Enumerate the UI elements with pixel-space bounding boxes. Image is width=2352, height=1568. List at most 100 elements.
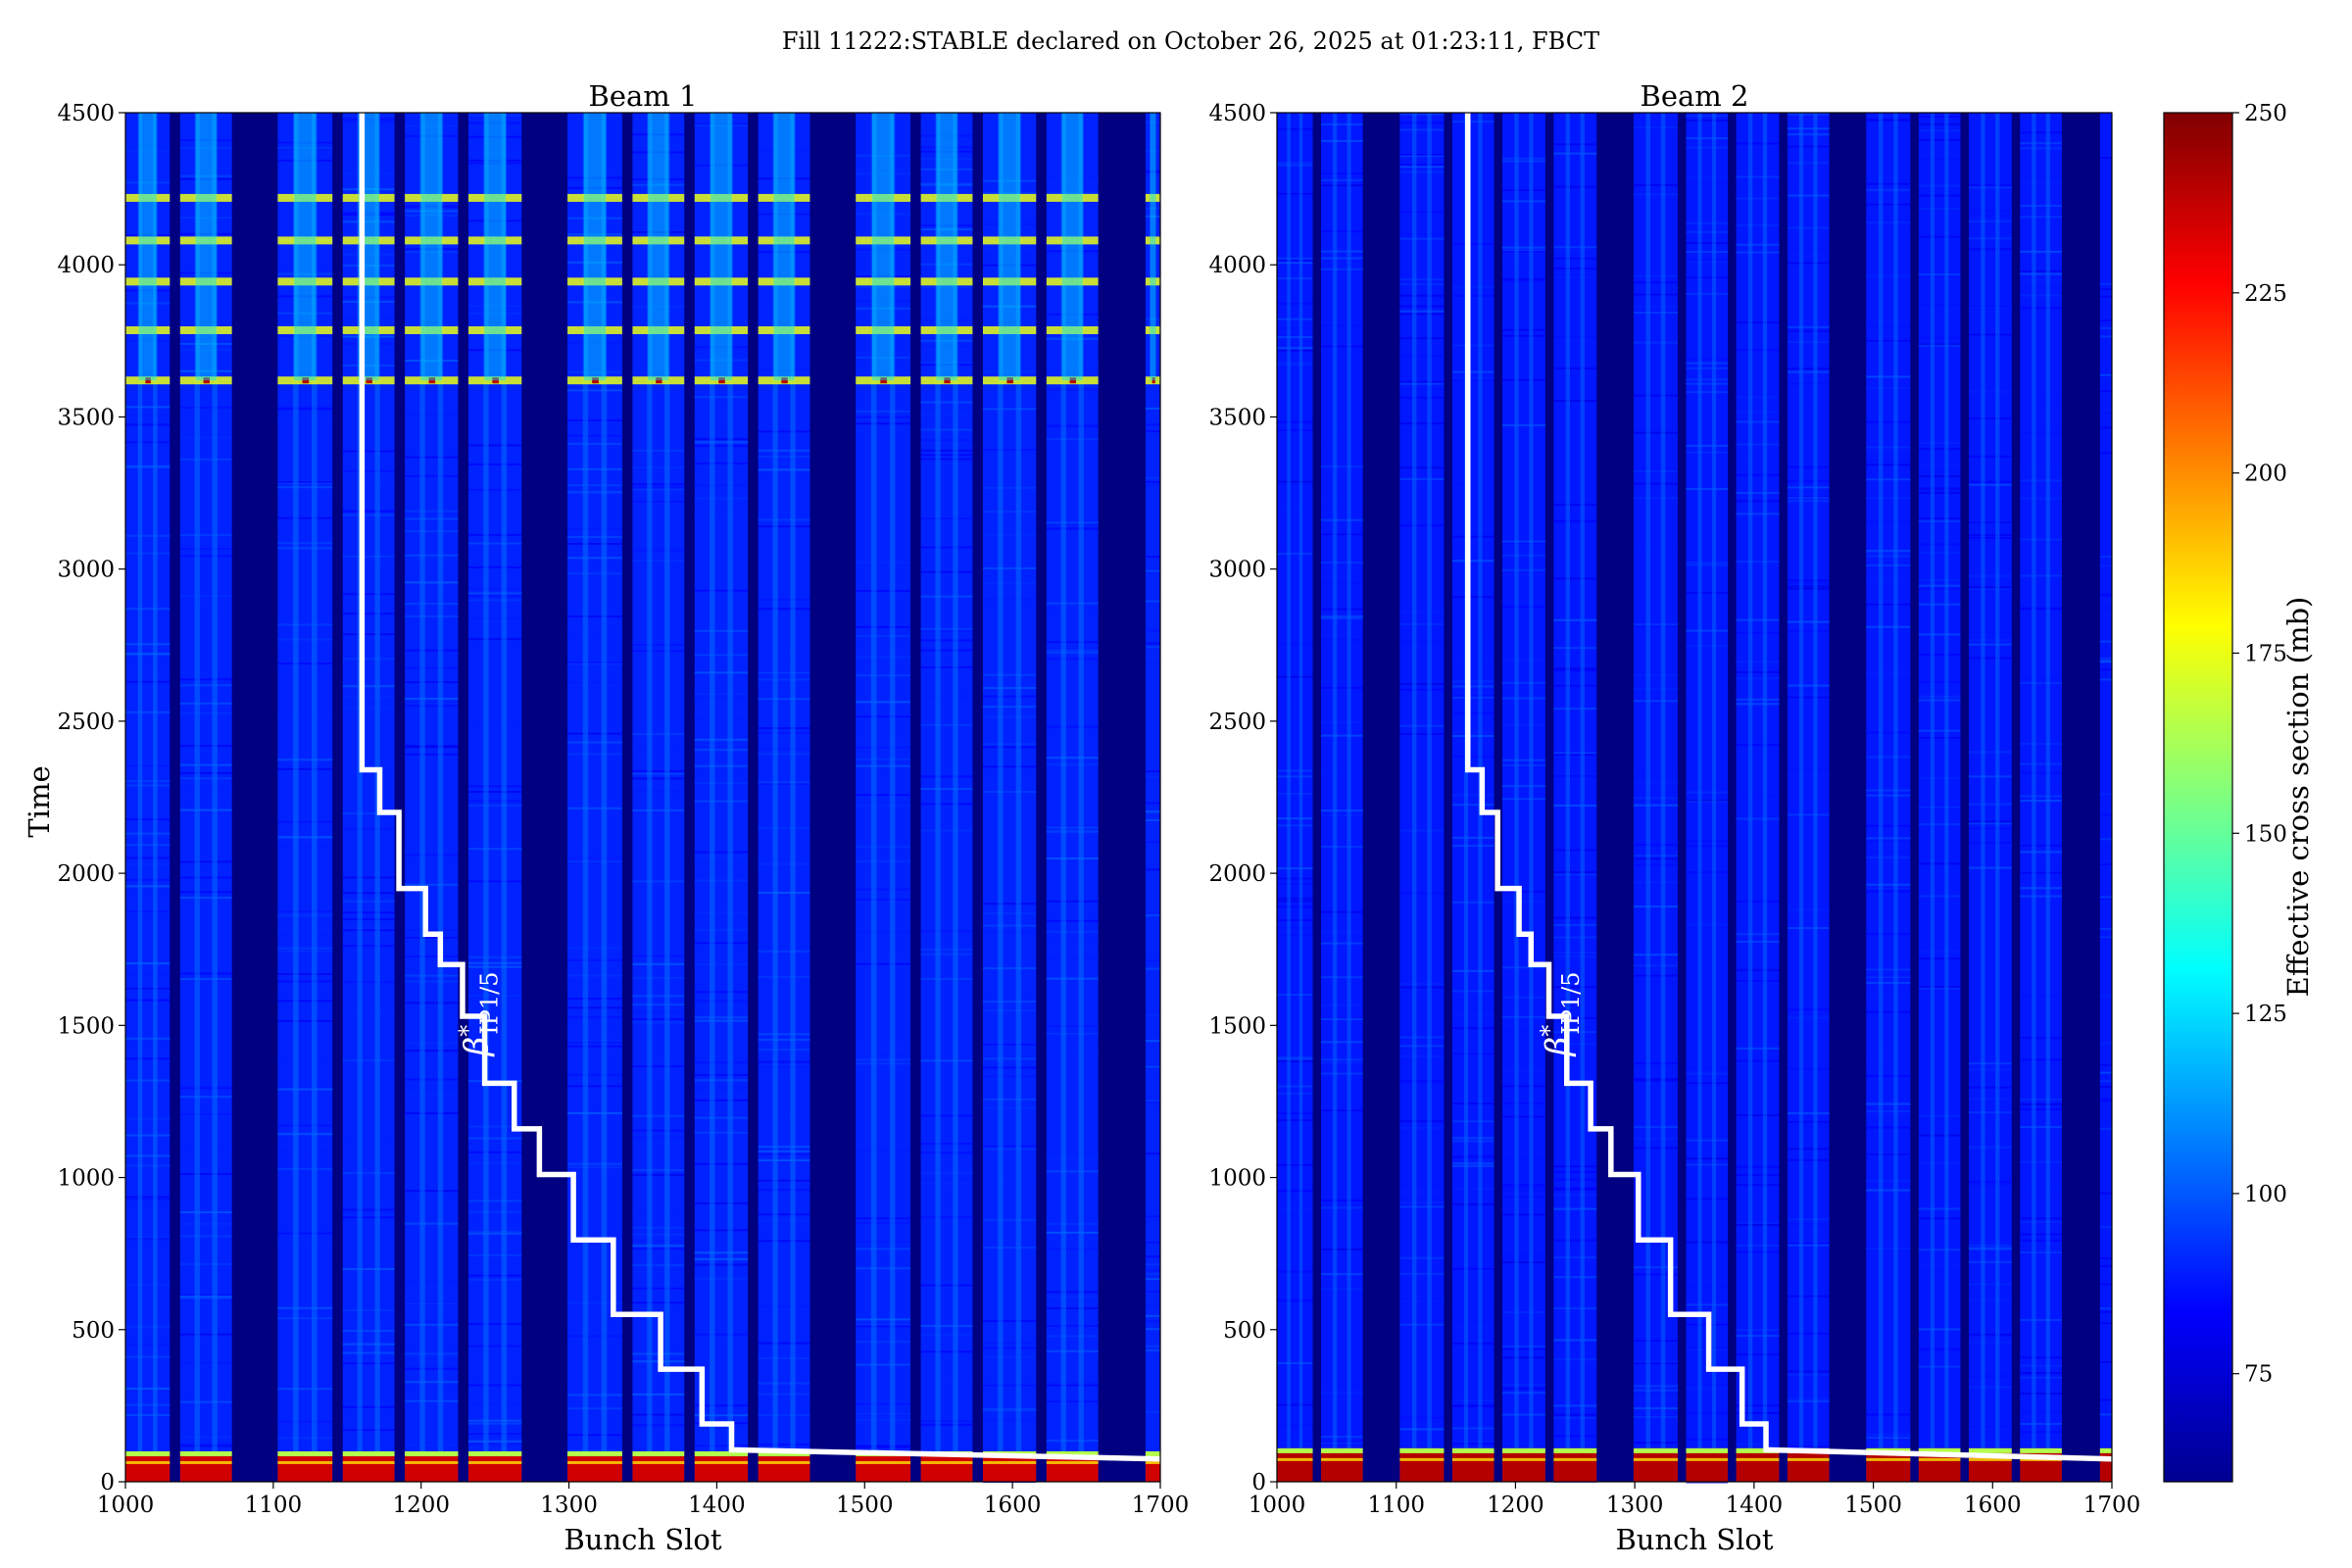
noise-row: [920, 1423, 973, 1426]
noise-row: [1787, 582, 1830, 585]
noise-row: [1553, 952, 1597, 955]
noise-row: [277, 1317, 333, 1320]
noise-row: [694, 445, 749, 448]
noise-row: [1633, 281, 1678, 284]
train-sub-stripe: [998, 113, 1004, 1482]
early-period-band: [179, 1460, 232, 1464]
noise-row: [1451, 1404, 1494, 1407]
noise-row: [1866, 553, 1911, 556]
noise-row: [1321, 533, 1363, 536]
noise-row: [1277, 703, 1313, 706]
noise-row: [1399, 609, 1445, 612]
noise-row: [632, 1074, 685, 1077]
noise-row: [467, 1422, 522, 1425]
early-period: [277, 1450, 333, 1482]
noise-row: [2020, 1107, 2062, 1110]
noise-row: [1686, 1198, 1729, 1200]
noise-row: [1145, 430, 1160, 433]
bunch-train: [467, 113, 522, 1482]
noise-row: [1553, 185, 1597, 188]
x-tick-label: 1600: [984, 1493, 1042, 1518]
noise-row: [856, 275, 911, 278]
noise-row: [1046, 725, 1099, 728]
bunch-train: [920, 113, 973, 1482]
noise-row: [2099, 640, 2112, 643]
noise-row: [632, 500, 685, 503]
noise-row: [920, 1114, 973, 1117]
noise-row: [1633, 497, 1678, 500]
bright-row: [920, 277, 973, 286]
noise-row: [694, 438, 749, 441]
bright-row: [405, 277, 459, 286]
noise-row: [179, 534, 232, 537]
noise-row: [2020, 307, 2062, 310]
noise-row: [694, 514, 749, 516]
noise-row: [179, 555, 232, 558]
noise-row: [920, 401, 973, 404]
bunch-train: [1787, 113, 1830, 1482]
noise-row: [467, 488, 522, 491]
bunch-train: [1321, 113, 1363, 1482]
noise-row: [1787, 579, 1830, 582]
noise-row: [1502, 659, 1545, 662]
noise-row: [1399, 388, 1445, 391]
noise-row: [1451, 379, 1494, 382]
noise-row: [632, 488, 685, 491]
noise-row: [1046, 390, 1099, 393]
noise-row: [1277, 1362, 1313, 1365]
train-body: [1553, 113, 1597, 1482]
noise-row: [1736, 175, 1780, 178]
noise-row: [125, 1355, 171, 1358]
x-tick-label: 1600: [1964, 1493, 2022, 1518]
noise-row: [1736, 1114, 1780, 1117]
x-tick-label: 1100: [245, 1493, 303, 1518]
noise-row: [1736, 349, 1780, 352]
noise-row: [982, 305, 1037, 308]
noise-row: [125, 1079, 171, 1082]
noise-row: [1866, 824, 1911, 827]
noise-row: [856, 307, 911, 310]
noise-row: [1553, 577, 1597, 580]
noise-row: [342, 900, 395, 903]
noise-row: [856, 1402, 911, 1405]
noise-row: [1736, 1047, 1780, 1050]
bunch-train: [125, 113, 171, 1482]
noise-row: [694, 693, 749, 696]
train-glow: [195, 113, 217, 381]
noise-row: [632, 133, 685, 136]
noise-row: [1736, 744, 1780, 747]
noise-row: [856, 735, 911, 738]
noise-row: [1553, 1417, 1597, 1420]
noise-row: [1787, 1218, 1830, 1221]
noise-row: [1787, 1125, 1830, 1128]
noise-row: [2020, 466, 2062, 469]
noise-row: [694, 782, 749, 785]
noise-row: [1736, 420, 1780, 423]
noise-row: [567, 572, 622, 575]
noise-row: [1736, 1059, 1780, 1062]
x-tick-label: 1700: [2083, 1493, 2141, 1518]
noise-row: [1451, 131, 1494, 134]
noise-row: [632, 1173, 685, 1176]
noise-row: [342, 1216, 395, 1219]
noise-row: [179, 271, 232, 274]
noise-row: [1277, 817, 1313, 820]
noise-row: [1736, 819, 1780, 822]
noise-row: [920, 158, 973, 161]
noise-row: [1321, 1206, 1363, 1209]
train-sub-stripe: [1347, 113, 1351, 1482]
noise-row: [1502, 1213, 1545, 1216]
noise-row: [1145, 423, 1160, 426]
noise-row: [920, 1152, 973, 1154]
noise-row: [1968, 1298, 2012, 1301]
noise-row: [1399, 283, 1445, 286]
noise-row: [2099, 1063, 2112, 1066]
noise-row: [1866, 1055, 1911, 1058]
noise-row: [632, 769, 685, 772]
noise-row: [467, 1403, 522, 1406]
noise-row: [1277, 934, 1313, 937]
noise-row: [2099, 897, 2112, 900]
noise-row: [2099, 813, 2112, 816]
noise-row: [1633, 394, 1678, 397]
noise-row: [982, 486, 1037, 489]
